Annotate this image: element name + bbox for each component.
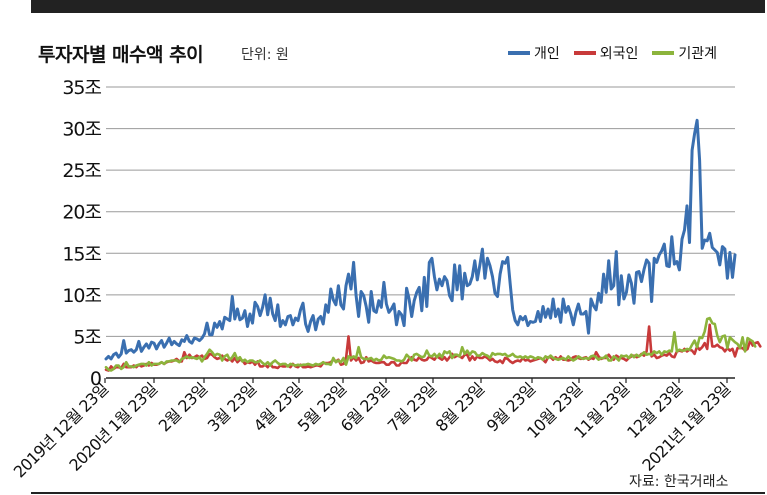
x-tick-label: 2021년 1월 23일 — [638, 379, 734, 475]
legend-label-institution: 기관계 — [678, 46, 718, 62]
legend-swatch-institution — [652, 51, 675, 55]
unit-label: 단위: 원 — [241, 47, 289, 63]
x-tick-label: 6월 23일 — [337, 379, 393, 435]
x-tick-label: 2월 23일 — [155, 379, 211, 435]
legend-item-foreign: 외국인 — [573, 43, 639, 63]
y-tick-label: 30조 — [62, 119, 101, 141]
legend-swatch-individual — [508, 51, 530, 55]
y-tick-label: 20조 — [62, 202, 101, 224]
y-tick-label: 15조 — [62, 243, 101, 265]
top-bar — [31, 0, 765, 13]
legend-label-foreign: 외국인 — [599, 46, 639, 62]
x-tick-label: 3월 23일 — [204, 379, 260, 435]
series-line-individual — [104, 118, 737, 361]
y-tick-label: 5조 — [73, 326, 101, 348]
legend-label-individual: 개인 — [534, 46, 560, 62]
y-tick-label: 25조 — [62, 160, 101, 182]
legend-swatch-foreign — [573, 51, 596, 55]
legend: 개인 외국인 기관계 — [508, 43, 717, 63]
legend-item-institution: 기관계 — [652, 43, 717, 63]
series-line-institution — [104, 316, 757, 372]
y-tick-label: 35조 — [62, 77, 101, 99]
x-tick-label: 8월 23일 — [432, 379, 488, 435]
y-tick-label: 10조 — [62, 285, 101, 307]
y-tick-label: 0 — [90, 368, 101, 390]
source-note: 자료: 한국거래소 — [629, 474, 729, 490]
legend-item-individual: 개인 — [508, 43, 560, 63]
series-line-foreign — [104, 323, 762, 372]
bottom-rule — [31, 492, 765, 494]
x-tick-label: 7월 23일 — [384, 379, 440, 435]
x-tick-label: 2020년 1월 23일 — [65, 379, 161, 475]
chart-title: 투자자별 매수액 추이 — [38, 44, 204, 66]
